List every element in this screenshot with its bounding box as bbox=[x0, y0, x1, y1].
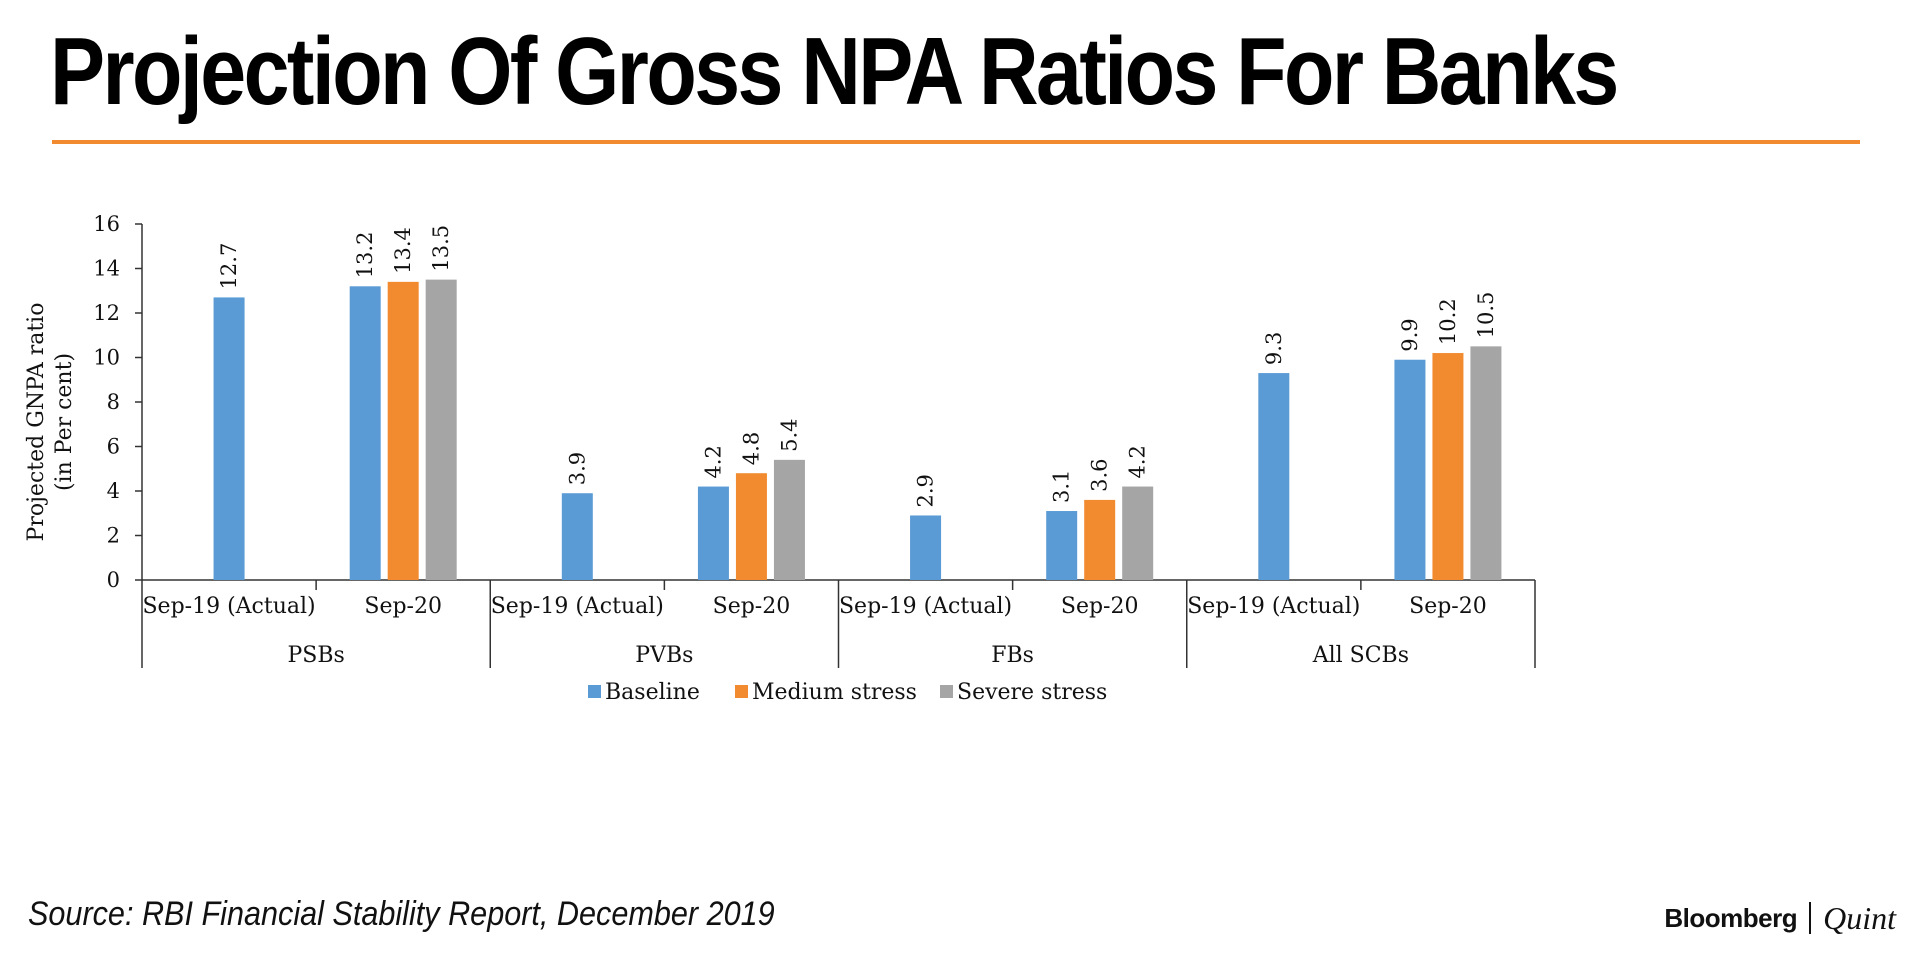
bar bbox=[1084, 499, 1116, 580]
bar bbox=[1432, 353, 1464, 580]
legend-swatch bbox=[940, 685, 953, 698]
bar bbox=[1470, 346, 1502, 580]
bar bbox=[910, 515, 942, 580]
data-label: 4.8 bbox=[739, 432, 763, 465]
data-label: 4.2 bbox=[1126, 445, 1150, 478]
y-tick-label: 6 bbox=[107, 435, 120, 459]
legend-swatch bbox=[735, 685, 748, 698]
legend-label: Medium stress bbox=[752, 680, 917, 705]
data-label: 2.9 bbox=[914, 474, 938, 507]
period-label: Sep-19 (Actual) bbox=[142, 594, 315, 619]
y-tick-label: 14 bbox=[93, 257, 120, 281]
data-label: 12.7 bbox=[217, 243, 241, 290]
group-label: PSBs bbox=[287, 643, 344, 668]
bar bbox=[1046, 511, 1078, 580]
data-label: 4.2 bbox=[701, 445, 725, 478]
bar bbox=[773, 459, 805, 580]
bar bbox=[1122, 486, 1154, 580]
bar bbox=[213, 297, 245, 580]
period-label: Sep-19 (Actual) bbox=[491, 594, 664, 619]
data-label: 13.4 bbox=[391, 227, 415, 274]
data-label: 13.2 bbox=[353, 232, 377, 279]
brand-logo: Bloomberg Quint bbox=[1664, 898, 1896, 938]
bar bbox=[349, 286, 381, 580]
legend-label: Baseline bbox=[605, 680, 700, 705]
data-label: 10.5 bbox=[1474, 292, 1498, 339]
legend-label: Severe stress bbox=[957, 680, 1107, 705]
bar bbox=[1394, 359, 1426, 580]
y-tick-label: 0 bbox=[107, 568, 120, 592]
period-label: Sep-20 bbox=[713, 594, 791, 619]
bar bbox=[425, 279, 457, 580]
brand-divider bbox=[1809, 902, 1812, 934]
y-tick-label: 12 bbox=[93, 301, 120, 325]
bar bbox=[387, 281, 419, 580]
group-label: PVBs bbox=[635, 643, 693, 668]
title-underline bbox=[52, 140, 1860, 144]
period-label: Sep-20 bbox=[1409, 594, 1487, 619]
data-label: 3.1 bbox=[1050, 470, 1074, 503]
source-note: Source: RBI Financial Stability Report, … bbox=[28, 895, 775, 933]
data-label: 13.5 bbox=[429, 225, 453, 272]
y-tick-label: 10 bbox=[93, 346, 120, 370]
bar bbox=[697, 486, 729, 580]
group-label: All SCBs bbox=[1312, 643, 1409, 668]
y-axis-title: Projected GNPA ratio bbox=[24, 303, 49, 542]
brand-secondary: Quint bbox=[1823, 899, 1896, 936]
group-label: FBs bbox=[991, 643, 1034, 668]
y-tick-label: 2 bbox=[107, 524, 120, 548]
period-label: Sep-20 bbox=[1061, 594, 1139, 619]
period-label: Sep-19 (Actual) bbox=[1187, 594, 1360, 619]
data-label: 3.6 bbox=[1088, 458, 1112, 491]
bar bbox=[735, 473, 767, 580]
page-title: Projection Of Gross NPA Ratios For Banks bbox=[50, 18, 1619, 125]
y-tick-label: 4 bbox=[107, 479, 120, 503]
data-label: 5.4 bbox=[777, 418, 801, 451]
period-label: Sep-20 bbox=[364, 594, 442, 619]
bar-chart: 0 2 4 6 8 10 12 14 16 Projected GNPA ratio (in Per… bbox=[24, 212, 1536, 705]
data-label: 9.3 bbox=[1262, 332, 1286, 365]
data-label: 10.2 bbox=[1436, 298, 1460, 345]
y-tick-label: 16 bbox=[93, 212, 120, 236]
data-label: 3.9 bbox=[565, 452, 589, 485]
period-label: Sep-19 (Actual) bbox=[839, 594, 1012, 619]
data-label: 9.9 bbox=[1398, 318, 1422, 351]
bar bbox=[561, 493, 593, 580]
bar bbox=[1258, 373, 1290, 580]
y-tick-label: 8 bbox=[107, 390, 120, 414]
brand-primary: Bloomberg bbox=[1664, 902, 1798, 933]
y-axis-title: (in Per cent) bbox=[52, 353, 77, 491]
legend-swatch bbox=[588, 685, 601, 698]
